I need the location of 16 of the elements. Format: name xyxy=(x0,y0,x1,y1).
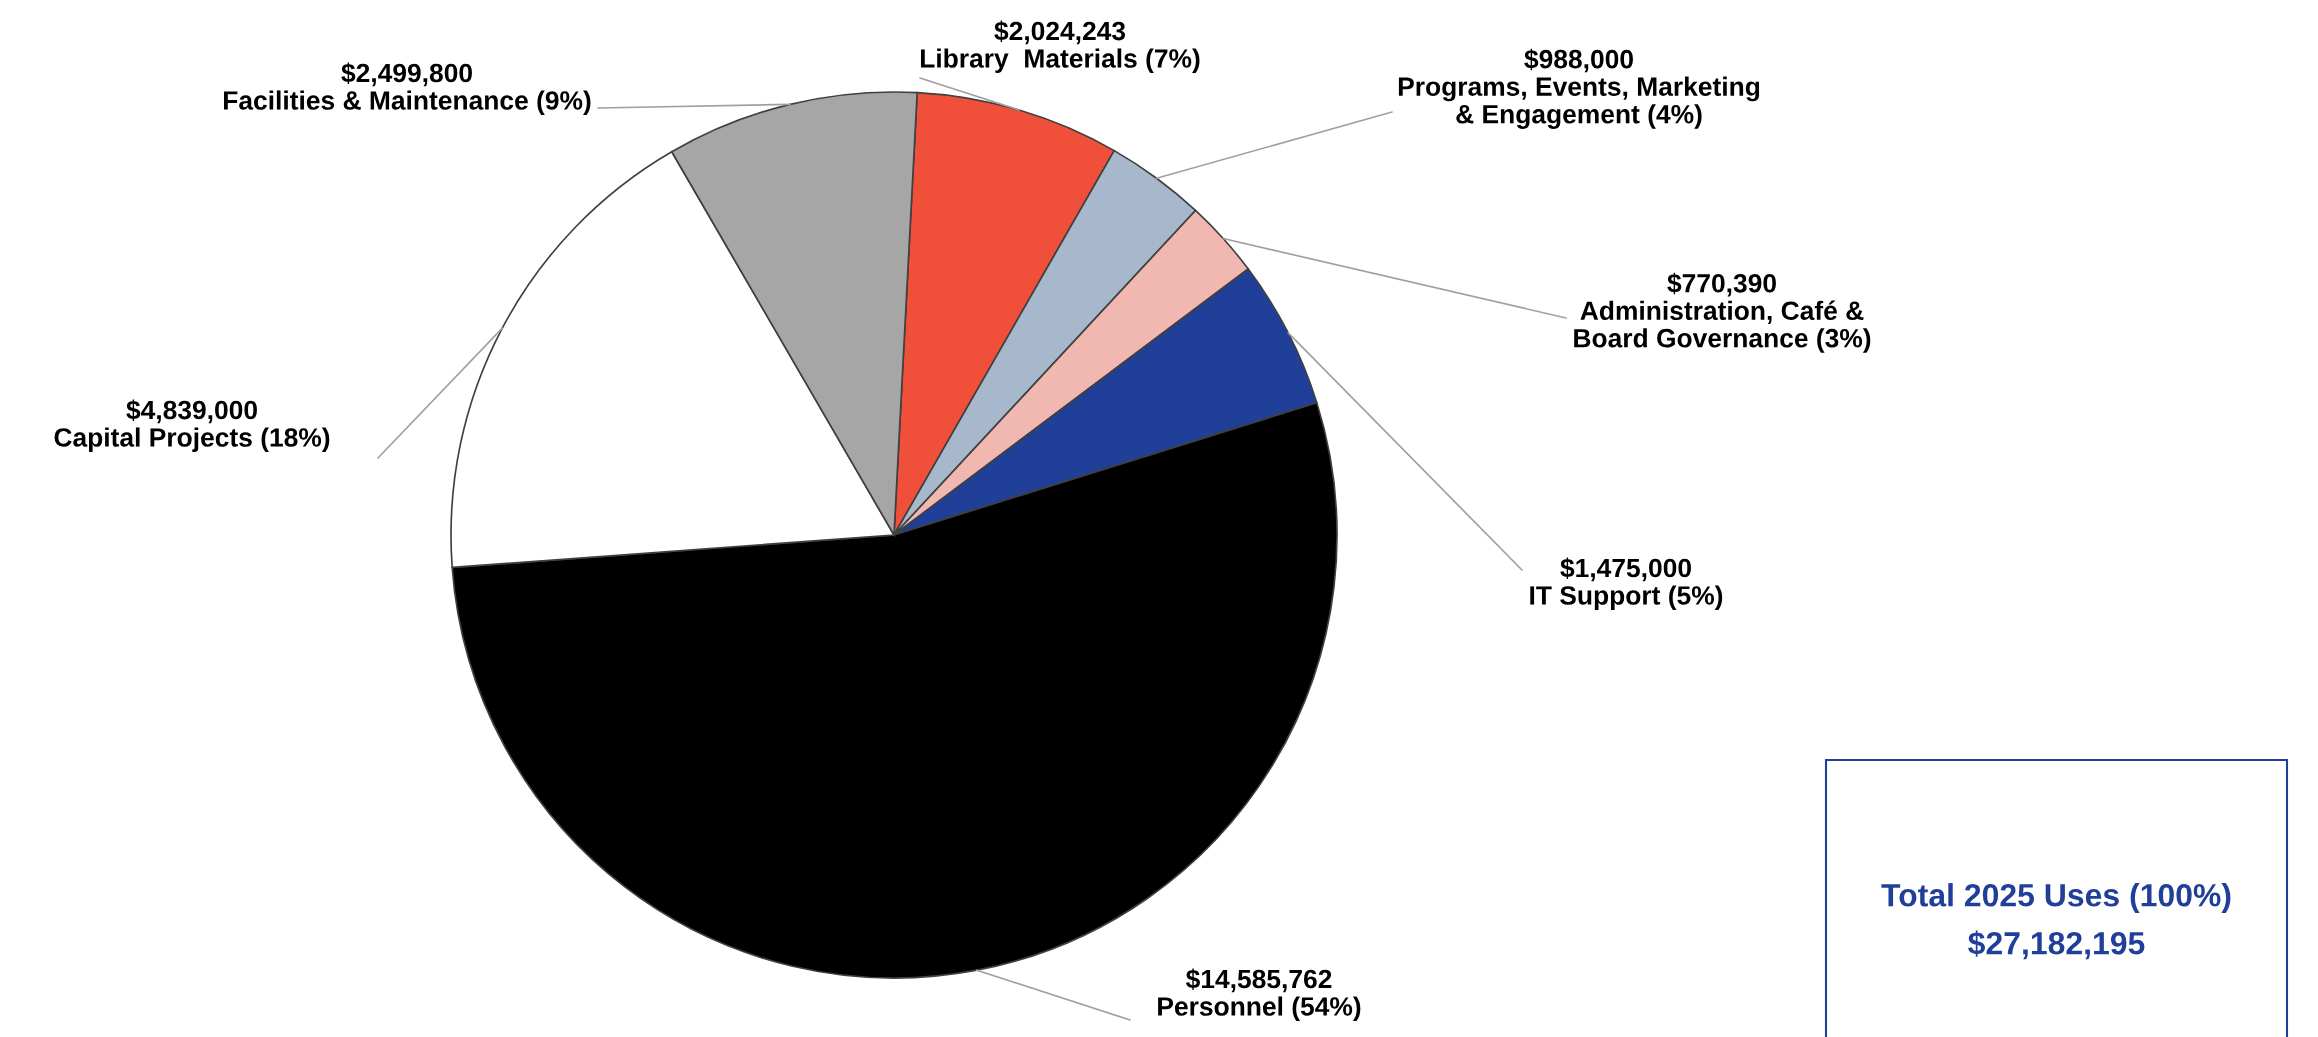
data-label: $2,024,243 xyxy=(994,20,1126,45)
data-label: $14,585,762 xyxy=(1185,968,1332,993)
slice-label: IT Support (5%) xyxy=(1530,585,1723,611)
slice-label: Personnel (54%) xyxy=(1158,996,1361,1022)
text: $27,182,195 xyxy=(1968,930,2145,960)
slice-label: Administration, Café & Board Governance (3%) xyxy=(1574,300,1871,353)
data-label: $2,499,800 xyxy=(341,62,472,87)
slice-label: Facilities & Maintenance (9%) xyxy=(224,90,591,116)
data-label: $4,839,000 xyxy=(126,399,257,424)
text: Total 2025 Uses (100%) xyxy=(1881,883,2231,913)
data-label: $770,390 xyxy=(1667,272,1776,297)
data-label: $988,000 xyxy=(1524,48,1633,73)
slice-label: Programs, Events, Marketing & Engagement (4%) xyxy=(1398,76,1760,129)
slice-label: Library Materials (7%) xyxy=(920,48,1200,74)
data-label: $1,475,000 xyxy=(1560,557,1691,582)
slice-label: Capital Projects (18%) xyxy=(54,427,330,453)
